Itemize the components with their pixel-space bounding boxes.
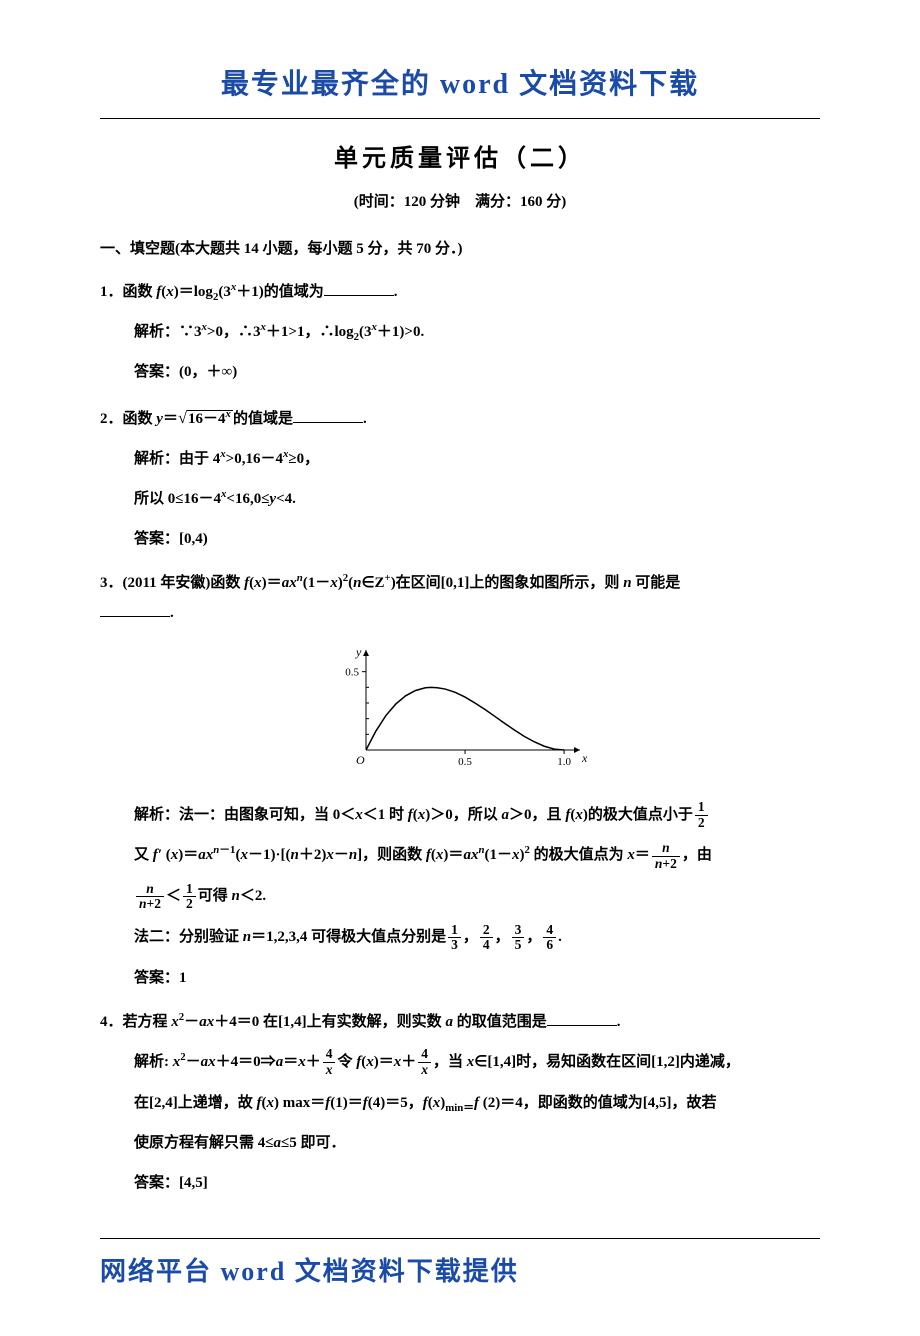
question-2-solution-a: 解析：由于 4x>0,16－4x≥0， [134, 444, 820, 474]
page-title: 单元质量评估（二） [100, 137, 820, 180]
blank [547, 1011, 617, 1026]
question-1-solution: 解析：∵3x>0，∴3x＋1>1，∴log2(3x＋1)>0. [134, 317, 820, 347]
question-4-sol-1: 解析: x2－ax＋4＝0⇒a＝x＋4x令 f(x)＝x＋4x，当 x∈[1,4… [134, 1047, 820, 1078]
question-3-sol-3: nn+2＜12可得 n＜2. [134, 881, 820, 912]
footer-rule [100, 1238, 820, 1239]
question-2-solution-b: 所以 0≤16－4x<16,0≤y<4. [134, 484, 820, 514]
svg-text:0.5: 0.5 [458, 756, 472, 768]
question-4-stem: 4．若方程 x2－ax＋4＝0 在[1,4]上有实数解，则实数 a 的取值范围是… [100, 1007, 820, 1037]
header-rule [100, 118, 820, 119]
question-1-answer: 答案：(0，＋∞) [134, 357, 820, 387]
blank [324, 281, 394, 296]
q3-chart: 0.5 1.0 0.5 x y O [100, 642, 820, 782]
question-3-sol-1: 解析：法一：由图象可知，当 0＜x＜1 时 f(x)＞0，所以 a＞0，且 f(… [134, 800, 820, 831]
chart-svg: 0.5 1.0 0.5 x y O [330, 642, 590, 772]
svg-text:O: O [356, 753, 365, 767]
blank [293, 408, 363, 423]
question-4-answer: 答案：[4,5] [134, 1168, 820, 1198]
question-3-stem: 3．(2011 年安徽)函数 f(x)＝axn(1－x)2(n∈Z+)在区间[0… [100, 568, 820, 628]
footer-watermark: 网络平台 word 文档资料下载提供 [100, 1249, 820, 1296]
svg-text:0.5: 0.5 [345, 666, 359, 678]
blank [100, 602, 170, 617]
question-2-answer: 答案：[0,4) [134, 524, 820, 554]
question-3-sol-2: 又 f′ (x)＝axn－1(x－1)·[(n＋2)x－n]，则函数 f(x)＝… [134, 840, 820, 871]
question-3-answer: 答案：1 [134, 963, 820, 993]
svg-text:y: y [355, 645, 362, 659]
question-1-stem: 1．函数 f(x)＝log2(3x＋1)的值域为. [100, 277, 820, 307]
svg-text:x: x [581, 751, 588, 765]
question-4-sol-2: 在[2,4]上递增，故 f(x) max＝f(1)＝f(4)＝5，f(x)min… [134, 1088, 820, 1118]
subtitle: (时间：120 分钟 满分：160 分) [100, 189, 820, 216]
question-2-stem: 2．函数 y＝16－4x的值域是. [100, 401, 820, 434]
svg-text:1.0: 1.0 [557, 756, 571, 768]
section-heading: 一、填空题(本大题共 14 小题，每小题 5 分，共 70 分．) [100, 236, 820, 263]
question-4-sol-3: 使原方程有解只需 4≤a≤5 即可． [134, 1128, 820, 1158]
header-watermark: 最专业最齐全的 word 文档资料下载 [100, 60, 820, 110]
question-3-sol-4: 法二：分别验证 n＝1,2,3,4 可得极大值点分别是13，24，35，46. [134, 922, 820, 953]
